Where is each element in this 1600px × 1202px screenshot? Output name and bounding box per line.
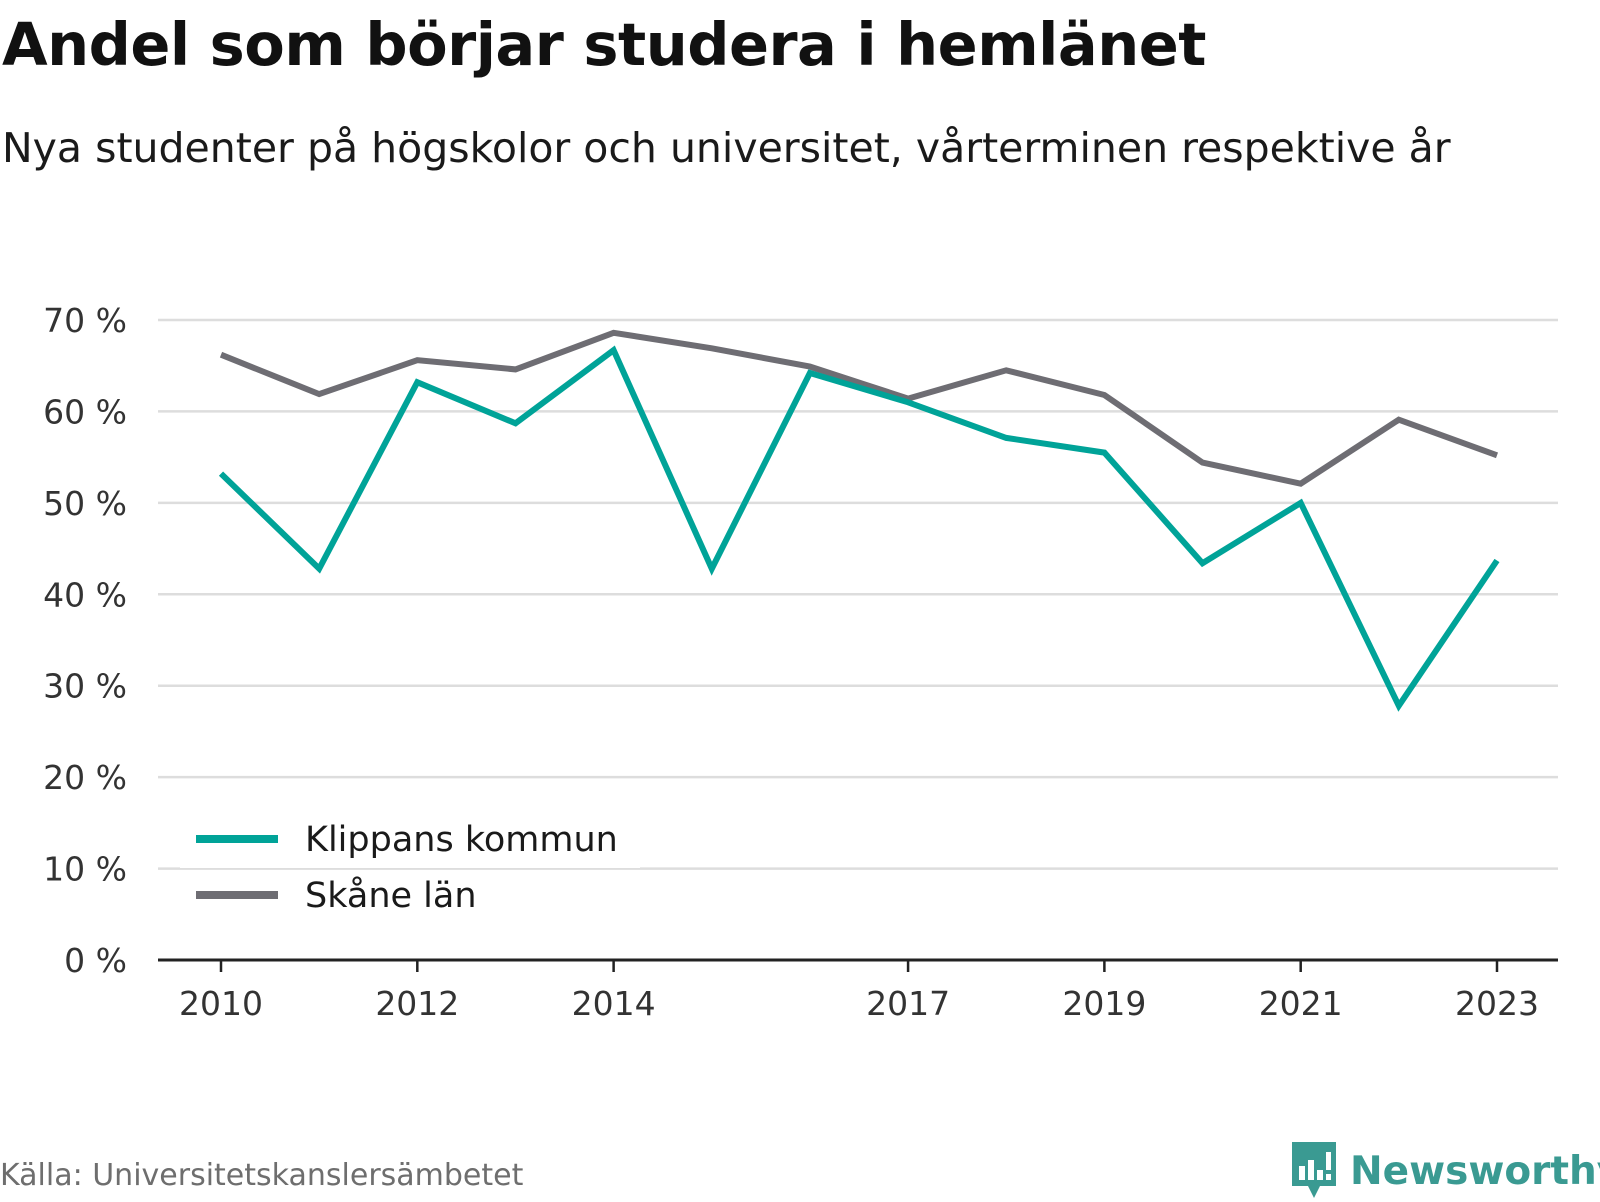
y-axis-ticks: 0 % 10 % 20 % 30 % 40 % 50 % 60 % 70 %	[43, 301, 127, 980]
x-tick-label: 2014	[572, 984, 656, 1023]
brand-logo: Newsworthy	[1290, 1140, 1600, 1202]
x-tick-label: 2017	[866, 984, 950, 1023]
x-tick-label: 2019	[1062, 984, 1146, 1023]
source-note: Källa: Universitetskanslersämbetet	[0, 1158, 523, 1193]
y-tick-label: 30 %	[43, 667, 127, 706]
newsworthy-logo-icon	[1290, 1140, 1338, 1202]
brand-name: Newsworthy	[1350, 1149, 1600, 1194]
x-tick-label: 2010	[179, 984, 263, 1023]
legend: Klippans kommun Skåne län	[180, 808, 640, 916]
legend-label: Skåne län	[305, 875, 477, 916]
y-tick-label: 0 %	[64, 941, 127, 980]
y-tick-label: 50 %	[43, 484, 127, 523]
series-line-skane-lan	[221, 333, 1497, 484]
legend-label: Klippans kommun	[305, 820, 618, 860]
line-chart: 0 % 10 % 20 % 30 % 40 % 50 % 60 % 70 % 2010 2012…	[0, 0, 1600, 1100]
series-line-klippans-kommun	[221, 350, 1497, 706]
y-tick-label: 20 %	[43, 758, 127, 797]
x-tick-label: 2012	[375, 984, 459, 1023]
y-tick-label: 60 %	[43, 392, 127, 431]
x-tick-label: 2023	[1455, 984, 1539, 1023]
x-tick-label: 2021	[1259, 984, 1343, 1023]
y-tick-label: 10 %	[43, 850, 127, 889]
y-tick-label: 70 %	[43, 301, 127, 340]
y-tick-label: 40 %	[43, 575, 127, 614]
series-lines	[221, 333, 1497, 706]
x-axis-ticks: 2010 2012 2014 2017 2019 2021 2023	[179, 960, 1539, 1023]
